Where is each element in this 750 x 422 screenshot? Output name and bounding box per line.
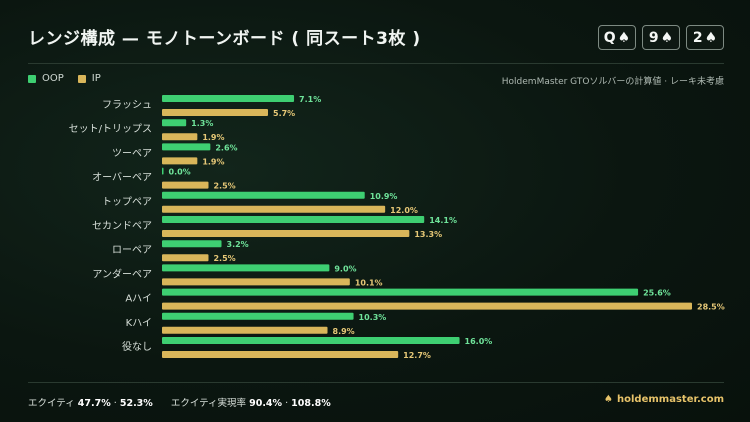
realization-separator: · [285, 398, 289, 409]
category-label: ローペア [112, 245, 152, 256]
category-label: セット/トリップス [69, 123, 152, 135]
bar-oop [162, 167, 164, 175]
brand-link[interactable]: ♠ holdemmaster.com [604, 394, 724, 405]
category-label: フラッシュ [102, 99, 152, 111]
footer-stats: エクイティ 47.7% · 52.3% エクイティ実現率 90.4% · 108… [28, 395, 331, 409]
realization-oop-value: 90.4% [249, 398, 283, 409]
data-label-oop: 3.2% [227, 240, 249, 249]
category-label: セカンドペア [92, 220, 152, 232]
spade-icon: ♠ [617, 29, 631, 46]
legend-item-ip: IP [77, 73, 101, 84]
source-note: HoldemMaster GTOソルバーの計算値 · レーキ未考慮 [501, 77, 724, 87]
bar-ip [162, 278, 350, 286]
realization-stat: エクイティ実現率 90.4% · 108.8% [171, 395, 331, 409]
bar-ip [162, 351, 399, 358]
bar-ip [162, 326, 328, 334]
realization-ip-value: 108.8% [291, 398, 331, 409]
bar-oop [162, 264, 330, 272]
footer-divider [28, 382, 724, 383]
bar-ip [162, 133, 198, 141]
legend-label-ip: IP [91, 73, 101, 84]
bar-oop [162, 191, 365, 199]
brand-label: holdemmaster.com [617, 394, 724, 405]
data-label-ip: 1.9% [202, 157, 224, 166]
board-card-1: Q ♠ [598, 25, 636, 50]
board-cards: Q ♠ 9 ♠ 2 ♠ [598, 25, 724, 50]
data-label-oop: 0.0% [169, 168, 191, 177]
bar-oop [162, 312, 354, 320]
data-label-oop: 16.0% [465, 337, 493, 346]
bar-ip [162, 302, 692, 310]
category-label: 役なし [122, 340, 152, 353]
board-card-3: 2 ♠ [686, 25, 724, 50]
data-label-oop: 7.1% [299, 95, 321, 104]
category-label: オーバーペア [92, 172, 152, 184]
equity-oop-value: 47.7% [77, 398, 111, 409]
card-rank: 2 [692, 29, 703, 46]
legend-item-oop: OOP [28, 73, 64, 84]
data-label-oop: 14.1% [429, 216, 457, 225]
category-label: アンダーペア [92, 267, 152, 280]
bar-ip [162, 109, 268, 116]
board-card-2: 9 ♠ [642, 25, 680, 50]
bar-oop [162, 240, 222, 248]
category-label: Aハイ [125, 294, 152, 305]
header-divider [28, 63, 724, 64]
bar-ip [162, 157, 198, 165]
data-label-ip: 5.7% [273, 109, 295, 118]
equity-separator: · [113, 398, 117, 409]
legend-label-oop: OOP [42, 73, 64, 84]
chart-title: レンジ構成 — モノトーンボード ( 同スート3枚 ) [28, 29, 421, 49]
data-label-oop: 10.3% [359, 313, 387, 322]
chart-legend: OOP IP [28, 73, 101, 84]
legend-swatch-oop [28, 74, 36, 83]
bar-oop [162, 216, 425, 223]
spade-icon: ♠ [704, 29, 718, 46]
data-label-ip: 12.0% [390, 206, 418, 215]
category-label: ツーペア [112, 148, 152, 159]
data-label-ip: 13.3% [414, 230, 442, 239]
equity-label: エクイティ [28, 398, 75, 409]
card-rank: Q [603, 29, 616, 46]
bar-oop [162, 143, 211, 151]
bar-oop [162, 288, 639, 296]
data-label-oop: 25.6% [643, 289, 671, 298]
bar-ip [162, 230, 410, 237]
bar-ip [162, 254, 209, 262]
spade-icon: ♠ [660, 29, 674, 46]
data-label-oop: 9.0% [334, 264, 356, 273]
data-label-oop: 10.9% [370, 192, 398, 201]
bar-oop [162, 119, 187, 127]
data-label-oop: 2.6% [215, 143, 237, 152]
category-label: Kハイ [126, 318, 152, 329]
data-label-ip: 2.5% [213, 254, 235, 263]
spade-icon: ♠ [604, 394, 614, 405]
data-label-ip: 12.7% [403, 351, 431, 360]
data-label-ip: 10.1% [355, 278, 383, 287]
category-label: トップペア [102, 196, 152, 208]
bar-ip [162, 205, 386, 213]
equity-ip-value: 52.3% [119, 398, 153, 409]
legend-swatch-ip [77, 74, 86, 83]
bar-ip [162, 181, 209, 189]
data-label-oop: 1.3% [191, 119, 213, 128]
card-rank: 9 [648, 29, 659, 46]
data-label-ip: 8.9% [333, 327, 355, 336]
equity-stat: エクイティ 47.7% · 52.3% [28, 395, 153, 409]
data-label-ip: 1.9% [202, 133, 224, 142]
data-label-ip: 2.5% [213, 182, 235, 191]
bar-oop [162, 337, 460, 344]
data-label-ip: 28.5% [697, 303, 725, 312]
realization-label: エクイティ実現率 [170, 398, 247, 409]
bar-oop [162, 95, 295, 102]
